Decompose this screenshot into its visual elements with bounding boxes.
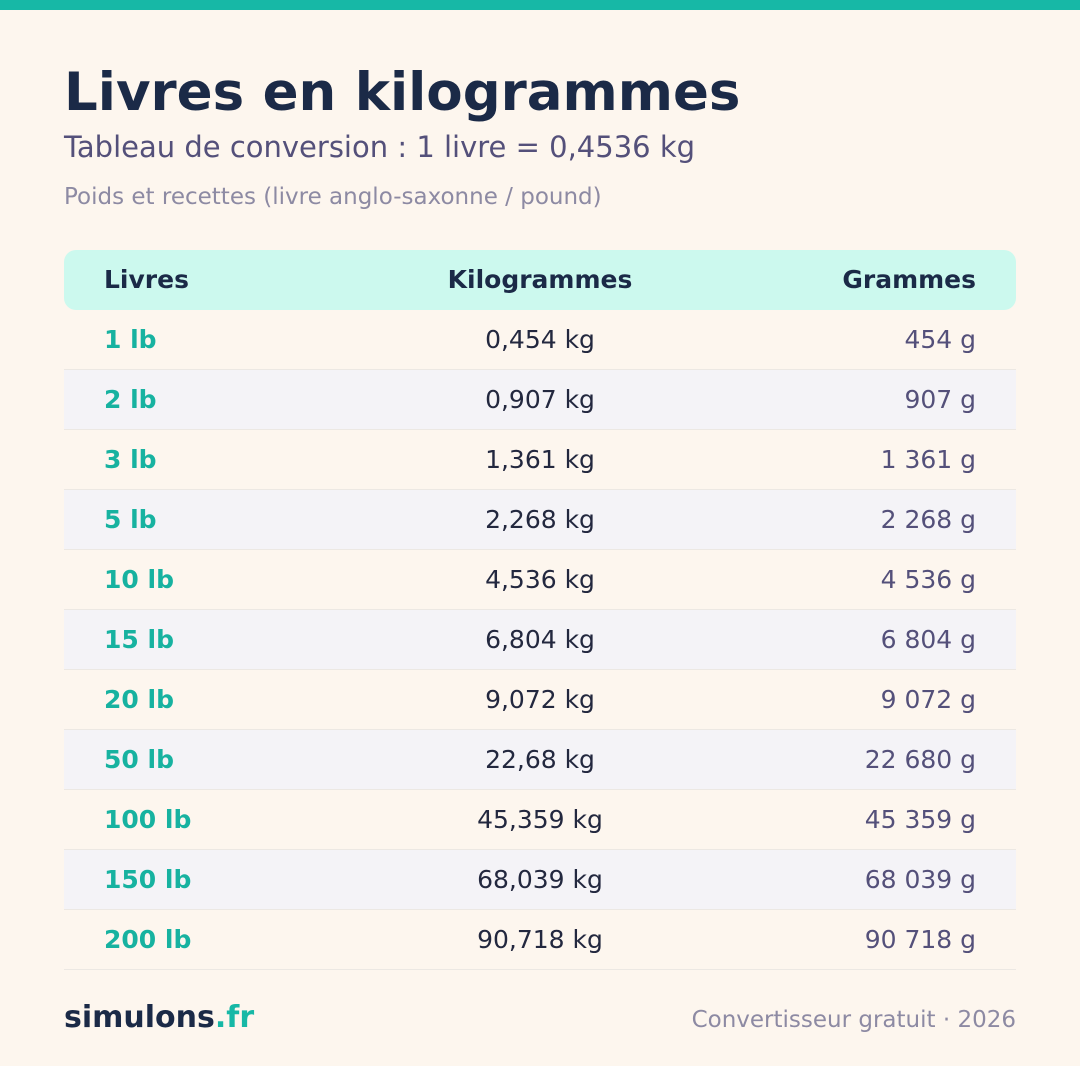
cell-pounds: 20 lb: [104, 685, 174, 714]
table-row: 2 lb 0,907 kg 907 g: [64, 370, 1016, 430]
cell-kilograms: 0,907 kg: [485, 385, 595, 414]
cell-grams: 907 g: [904, 385, 976, 414]
cell-kilograms: 9,072 kg: [485, 685, 595, 714]
table-header: Livres Kilogrammes Grammes: [64, 250, 1016, 310]
cell-kilograms: 90,718 kg: [477, 925, 603, 954]
cell-pounds: 15 lb: [104, 625, 174, 654]
cell-pounds: 100 lb: [104, 805, 192, 834]
cell-pounds: 10 lb: [104, 565, 174, 594]
table-row: 5 lb 2,268 kg 2 268 g: [64, 490, 1016, 550]
cell-kilograms: 4,536 kg: [485, 565, 595, 594]
cell-kilograms: 2,268 kg: [485, 505, 595, 534]
footer-note: Convertisseur gratuit · 2026: [691, 1007, 1016, 1033]
column-header-pounds: Livres: [104, 265, 189, 294]
cell-kilograms: 45,359 kg: [477, 805, 603, 834]
cell-pounds: 3 lb: [104, 445, 157, 474]
table-row: 100 lb 45,359 kg 45 359 g: [64, 790, 1016, 850]
page-caption: Poids et recettes (livre anglo-saxonne /…: [64, 184, 602, 210]
table-row: 3 lb 1,361 kg 1 361 g: [64, 430, 1016, 490]
table-row: 1 lb 0,454 kg 454 g: [64, 310, 1016, 370]
column-header-kilograms: Kilogrammes: [447, 265, 633, 294]
cell-grams: 6 804 g: [880, 625, 976, 654]
cell-kilograms: 68,039 kg: [477, 865, 603, 894]
cell-pounds: 200 lb: [104, 925, 192, 954]
brand-tld: .fr: [214, 1000, 255, 1035]
cell-grams: 454 g: [904, 325, 976, 354]
table-row: 50 lb 22,68 kg 22 680 g: [64, 730, 1016, 790]
cell-kilograms: 0,454 kg: [485, 325, 595, 354]
cell-grams: 22 680 g: [864, 745, 976, 774]
cell-grams: 1 361 g: [880, 445, 976, 474]
page-subtitle: Tableau de conversion : 1 livre = 0,4536…: [64, 130, 696, 164]
cell-grams: 90 718 g: [864, 925, 976, 954]
table-row: 15 lb 6,804 kg 6 804 g: [64, 610, 1016, 670]
cell-kilograms: 22,68 kg: [485, 745, 595, 774]
cell-pounds: 150 lb: [104, 865, 192, 894]
brand-name: simulons: [64, 1000, 215, 1035]
cell-grams: 45 359 g: [864, 805, 976, 834]
cell-grams: 2 268 g: [880, 505, 976, 534]
cell-pounds: 2 lb: [104, 385, 157, 414]
cell-kilograms: 6,804 kg: [485, 625, 595, 654]
table-body: 1 lb 0,454 kg 454 g 2 lb 0,907 kg 907 g 3 lb 1,…: [64, 310, 1016, 970]
column-header-grams: Grammes: [842, 265, 976, 294]
top-accent-bar: [0, 0, 1080, 10]
table-row: 200 lb 90,718 kg 90 718 g: [64, 910, 1016, 970]
brand-logo: simulons.fr: [64, 1000, 254, 1036]
cell-pounds: 5 lb: [104, 505, 157, 534]
table-row: 150 lb 68,039 kg 68 039 g: [64, 850, 1016, 910]
cell-grams: 4 536 g: [880, 565, 976, 594]
cell-pounds: 1 lb: [104, 325, 157, 354]
cell-grams: 9 072 g: [880, 685, 976, 714]
cell-pounds: 50 lb: [104, 745, 174, 774]
page-title: Livres en kilogrammes: [64, 62, 741, 123]
cell-grams: 68 039 g: [864, 865, 976, 894]
table-row: 20 lb 9,072 kg 9 072 g: [64, 670, 1016, 730]
table-row: 10 lb 4,536 kg 4 536 g: [64, 550, 1016, 610]
conversion-table: Livres Kilogrammes Grammes 1 lb 0,454 kg 4…: [64, 250, 1016, 970]
cell-kilograms: 1,361 kg: [485, 445, 595, 474]
